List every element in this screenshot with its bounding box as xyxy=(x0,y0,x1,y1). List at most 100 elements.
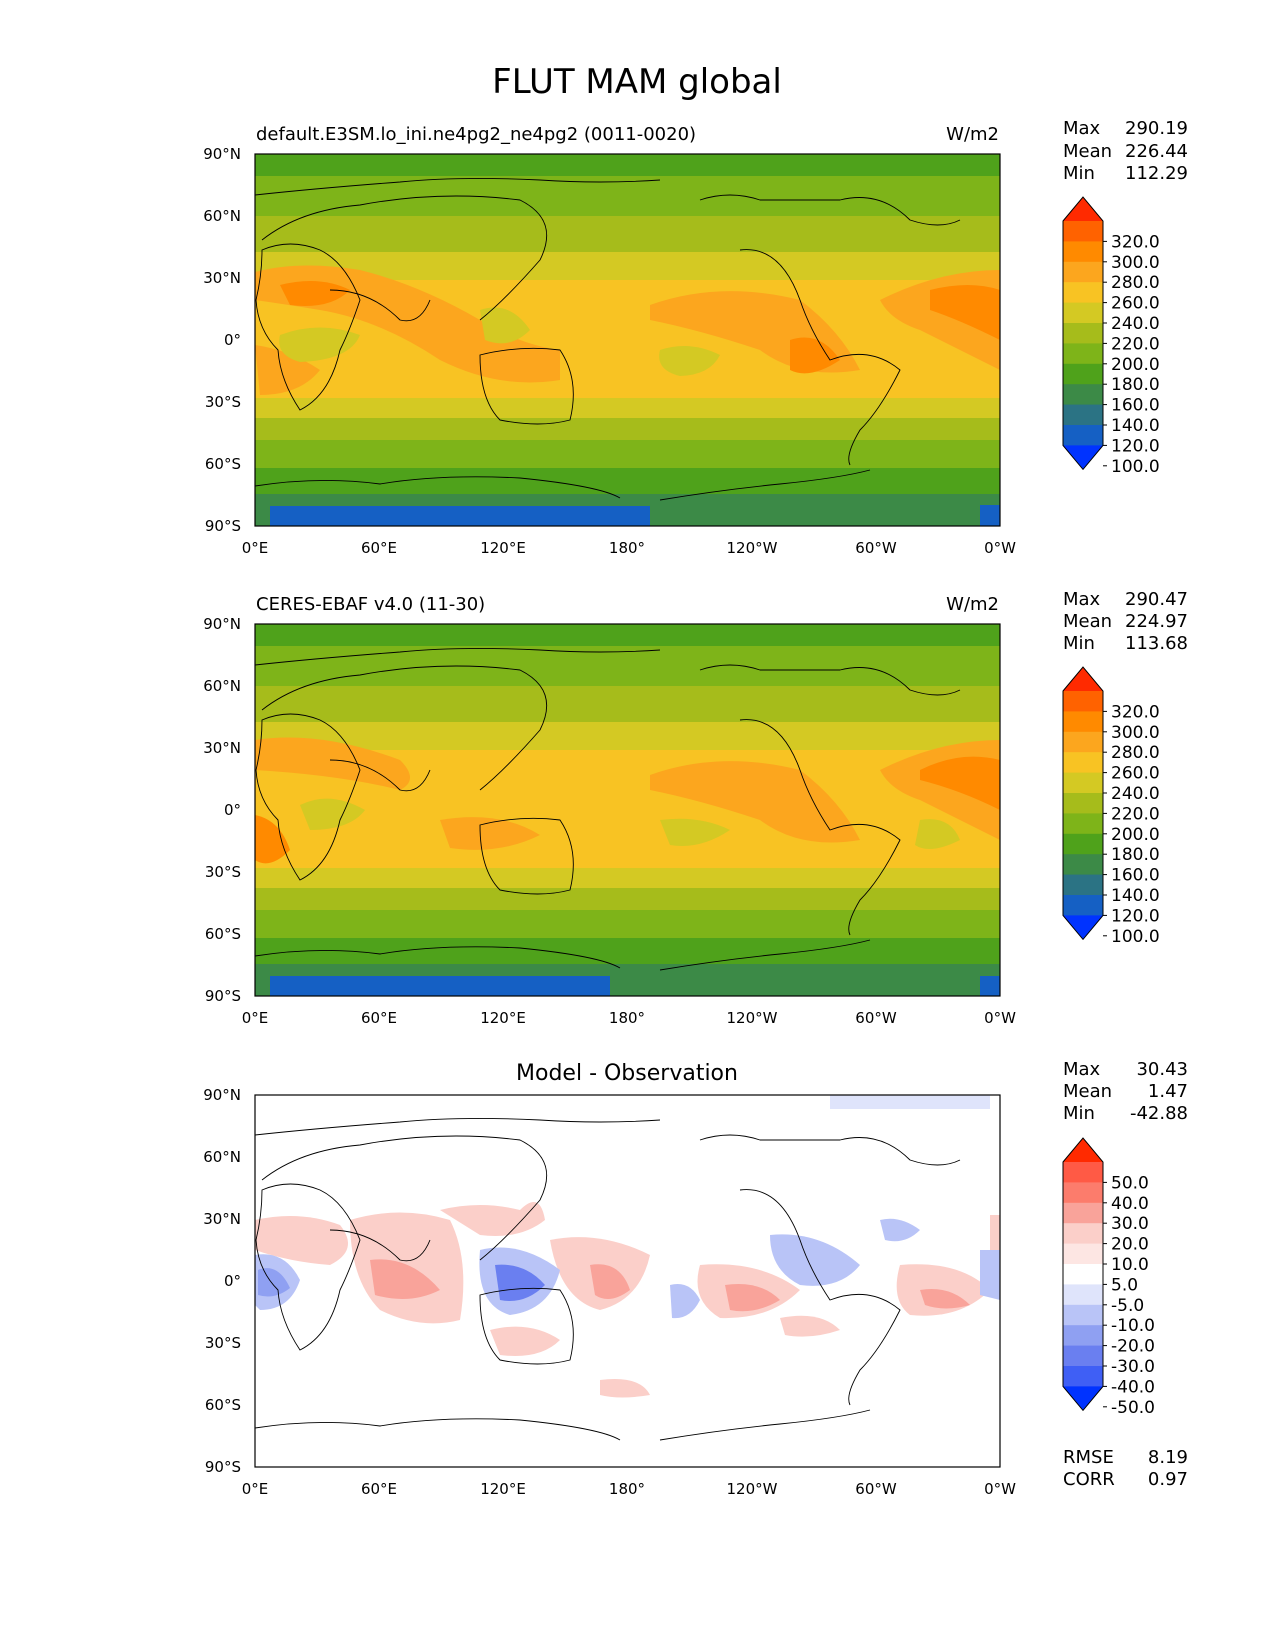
stat-label: Max xyxy=(1063,589,1101,610)
colorbar-segment xyxy=(1063,241,1103,263)
colorbar-tick-label: 100.0 xyxy=(1111,927,1160,947)
colorbar-segment xyxy=(1063,261,1103,283)
colorbar-segment xyxy=(1063,1366,1103,1387)
stat-value: 113.68 xyxy=(1125,633,1188,654)
coastlines xyxy=(255,177,961,501)
lat-tick-labels: 90°N 60°N 30°N 0° 30°S 60°S 90°S xyxy=(203,145,241,535)
lon-tick-label: 120°W xyxy=(727,1009,778,1027)
lon-tick-label: 0°E xyxy=(242,539,269,557)
colorbar-segment xyxy=(1063,833,1103,855)
colorbar: 320.0300.0280.0260.0240.0220.0200.0180.0… xyxy=(1062,666,1160,947)
colorbar-segment xyxy=(1063,772,1103,794)
lat-tick-label: 90°N xyxy=(203,145,241,163)
colorbar-tick-label: 140.0 xyxy=(1111,416,1160,436)
colorbar-tick-label: -30.0 xyxy=(1111,1357,1155,1377)
colorbar-tick-label: 300.0 xyxy=(1111,253,1160,273)
stat-label: Min xyxy=(1063,1103,1095,1124)
colorbar-tick-label: -10.0 xyxy=(1111,1316,1155,1336)
lon-tick-labels: 0°E 60°E 120°E 180° 120°W 60°W 0°W xyxy=(242,1009,1016,1027)
lat-tick-label: 60°N xyxy=(203,1148,241,1166)
colorbar-segment xyxy=(1063,282,1103,304)
colorbar-tick-label: 5.0 xyxy=(1111,1275,1138,1295)
panel-observation: CERES-EBAF v4.0 (11-30) W/m2 xyxy=(203,589,1188,1027)
lon-tick-label: 60°E xyxy=(361,1480,397,1498)
colorbar-tick-label: 20.0 xyxy=(1111,1235,1149,1255)
lat-tick-label: 30°N xyxy=(203,269,241,287)
colorbar-segment xyxy=(1063,1304,1103,1326)
lon-tick-label: 0°E xyxy=(242,1009,269,1027)
colorbar-extend-min xyxy=(1063,445,1103,470)
lon-tick-label: 120°E xyxy=(480,539,526,557)
colorbar-tick-label: 300.0 xyxy=(1111,723,1160,743)
lat-tick-label: 60°N xyxy=(203,677,241,695)
map-field xyxy=(255,154,1000,526)
lon-tick-label: 60°W xyxy=(855,1480,897,1498)
colorbar-segment xyxy=(1063,221,1103,242)
lat-tick-label: 30°S xyxy=(205,1334,241,1352)
colorbar-segment xyxy=(1063,793,1103,814)
stat-value: -42.88 xyxy=(1130,1103,1188,1124)
lat-tick-label: 0° xyxy=(224,801,241,819)
colorbar-tick-label: 320.0 xyxy=(1111,232,1160,252)
colorbar-tick-label: 220.0 xyxy=(1111,334,1160,354)
colorbar-tick-label: 50.0 xyxy=(1111,1173,1149,1193)
stat-value: 290.19 xyxy=(1125,118,1188,139)
colorbar-extend-min xyxy=(1063,1386,1103,1411)
lat-tick-label: 30°S xyxy=(205,393,241,411)
colorbar-segment xyxy=(1063,691,1103,712)
colorbar-segment xyxy=(1063,1223,1103,1245)
lat-tick-labels: 90°N 60°N 30°N 0° 30°S 60°S 90°S xyxy=(203,615,241,1005)
panel-left-title: default.E3SM.lo_ini.ne4pg2_ne4pg2 (0011-… xyxy=(256,124,696,145)
colorbar-segment xyxy=(1063,363,1103,385)
stats-block: Max 290.19 Mean 226.44 Min 112.29 xyxy=(1063,118,1188,184)
lon-tick-label: 120°W xyxy=(727,1480,778,1498)
colorbar-segment xyxy=(1063,1345,1103,1367)
lon-tick-label: 120°W xyxy=(727,539,778,557)
panel-units: W/m2 xyxy=(946,124,999,145)
colorbar-segment xyxy=(1063,384,1103,406)
colorbar-tick-label: -40.0 xyxy=(1111,1377,1155,1397)
stat-label: Max xyxy=(1063,118,1101,139)
colorbar-tick-label: 200.0 xyxy=(1111,825,1160,845)
stat-label: CORR xyxy=(1063,1469,1115,1490)
stats-block: Max 30.43 Mean 1.47 Min -42.88 xyxy=(1063,1059,1188,1124)
colorbar-segment xyxy=(1063,1264,1103,1285)
colorbar-extend-max xyxy=(1063,1138,1103,1162)
lon-tick-label: 0°W xyxy=(984,1009,1016,1027)
stats-block: Max 290.47 Mean 224.97 Min 113.68 xyxy=(1063,589,1188,654)
colorbar-tick-label: -5.0 xyxy=(1111,1296,1144,1316)
stat-value: 1.47 xyxy=(1148,1081,1188,1102)
lat-tick-label: 60°S xyxy=(205,1396,241,1414)
lon-tick-labels: 0°E 60°E 120°E 180° 120°W 60°W 0°W xyxy=(242,539,1016,557)
lat-tick-label: 90°N xyxy=(203,1086,241,1104)
stat-label: Max xyxy=(1063,1059,1101,1080)
stat-label: Min xyxy=(1063,633,1095,654)
colorbar-tick-label: 40.0 xyxy=(1111,1194,1149,1214)
panel-center-title: Model - Observation xyxy=(516,1061,738,1086)
colorbar-tick-label: 240.0 xyxy=(1111,784,1160,804)
stat-value: 0.97 xyxy=(1148,1469,1188,1490)
coastlines xyxy=(255,647,961,971)
colorbar: 320.0300.0280.0260.0240.0220.0200.0180.0… xyxy=(1062,196,1160,477)
lat-tick-label: 0° xyxy=(224,1272,241,1290)
map-frame xyxy=(254,1094,1001,1468)
lat-tick-label: 30°N xyxy=(203,739,241,757)
colorbar-segment xyxy=(1063,874,1103,896)
colorbar-segment xyxy=(1063,1325,1103,1347)
stat-label: Mean xyxy=(1063,611,1112,632)
colorbar-segment xyxy=(1063,813,1103,835)
colorbar-tick-label: 180.0 xyxy=(1111,845,1160,865)
colorbar-tick-label: -20.0 xyxy=(1111,1337,1155,1357)
colorbar-tick-label: 160.0 xyxy=(1111,396,1160,416)
map-field xyxy=(255,1095,1000,1467)
map-frame xyxy=(254,153,1001,527)
colorbar-extend-max xyxy=(1063,667,1103,691)
colorbar-tick-label: 180.0 xyxy=(1111,375,1160,395)
colorbar-tick-label: 260.0 xyxy=(1111,764,1160,784)
colorbar-segment xyxy=(1063,302,1103,324)
lon-tick-label: 60°E xyxy=(361,539,397,557)
map-field xyxy=(255,624,1000,996)
colorbar-segment xyxy=(1063,895,1103,916)
figure-title: FLUT MAM global xyxy=(492,62,782,102)
